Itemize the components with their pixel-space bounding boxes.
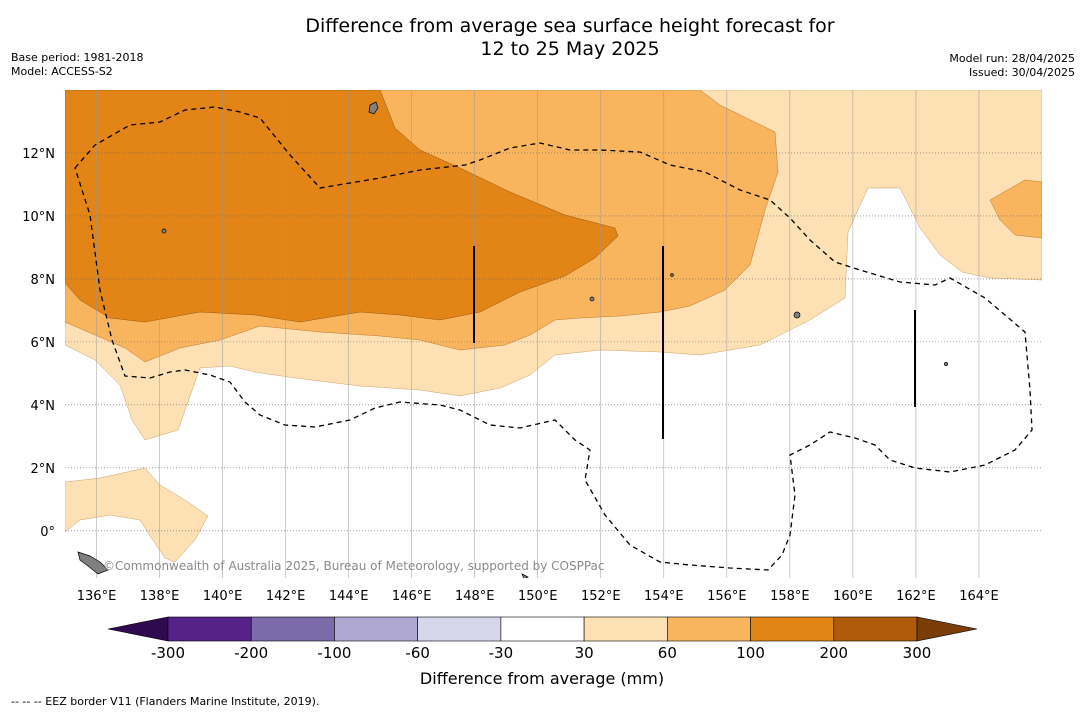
latitude-tick-label: 12°N — [22, 147, 55, 162]
colorbar-segment — [250, 616, 335, 642]
base-period-label: Base period: 1981-2018 — [11, 51, 144, 64]
island-small-2 — [793, 311, 801, 319]
longitude-tick-label: 158°E — [770, 589, 810, 604]
colorbar-title: Difference from average (mm) — [420, 669, 664, 688]
model-label: Model: ACCESS-S2 — [11, 65, 113, 78]
eez-footnote: -- -- -- EEZ border V11 (Flanders Marine… — [11, 695, 320, 708]
latitude-tick-label: 4°N — [31, 399, 56, 414]
islands — [77, 101, 948, 578]
colorbar-segment — [833, 616, 918, 642]
colorbar-extend-low — [107, 616, 169, 642]
longitude-tick-label: 146°E — [392, 589, 432, 604]
colorbar-tick-label: 300 — [903, 644, 932, 662]
colorbar-extend-high — [916, 616, 978, 642]
longitude-tick-label: 164°E — [959, 589, 999, 604]
colorbar — [107, 616, 978, 642]
colorbar-tick-label: 30 — [575, 644, 594, 662]
anomaly-region-60-100-east — [989, 179, 1042, 239]
island-guam — [368, 101, 379, 115]
longitude-tick-label: 136°E — [77, 589, 117, 604]
longitude-tick-label: 142°E — [266, 589, 306, 604]
longitude-tick-label: 140°E — [203, 589, 243, 604]
colorbar-tick-label: 100 — [736, 644, 765, 662]
latitude-tick-label: 6°N — [31, 336, 56, 351]
colorbar-segment — [500, 616, 585, 642]
island-small-6 — [521, 573, 529, 578]
longitude-tick-label: 144°E — [329, 589, 369, 604]
longitude-tick-label: 148°E — [455, 589, 495, 604]
longitude-tick-label: 160°E — [833, 589, 873, 604]
colorbar-segment — [334, 616, 418, 642]
latitude-tick-label: 0° — [40, 525, 55, 540]
colorbar-tick-label: -200 — [234, 644, 268, 662]
colorbar-segment — [417, 616, 502, 642]
colorbar-tick-label: -60 — [405, 644, 430, 662]
issued-label: Issued: 30/04/2025 — [968, 66, 1075, 79]
title-line-2: 12 to 25 May 2025 — [480, 38, 660, 60]
colorbar-tick-label: -30 — [489, 644, 514, 662]
longitude-tick-label: 154°E — [644, 589, 684, 604]
model-run-label: Model run: 28/04/2025 — [949, 52, 1075, 65]
colorbar-tick-label: -100 — [317, 644, 351, 662]
eez-border-line — [74, 106, 1033, 571]
longitude-tick-label: 152°E — [581, 589, 621, 604]
island-small-5 — [670, 273, 674, 277]
longitude-tick-labels: 136°E 138°E 140°E 142°E 144°E 146°E 148°E 150°E… — [77, 589, 999, 604]
longitude-tick-label: 162°E — [896, 589, 936, 604]
colorbar-segment — [583, 616, 668, 642]
latitude-tick-labels: 0° 2°N 4°N 6°N 8°N 10°N 12°N — [22, 147, 55, 540]
longitude-tick-label: 156°E — [707, 589, 747, 604]
title-line-1: Difference from average sea surface heig… — [305, 15, 835, 37]
model-info: Base period: 1981-2018 Model: ACCESS-S2 — [11, 51, 143, 79]
colorbar-tick-label: -300 — [151, 644, 185, 662]
colorbar-segment — [167, 616, 252, 642]
map-plot-area — [65, 90, 1042, 578]
latitude-tick-label: 8°N — [31, 273, 56, 288]
longitude-tick-label: 138°E — [140, 589, 180, 604]
run-info: Model run: 28/04/2025 Issued: 30/04/2025 — [949, 52, 1075, 80]
anomaly-region-30-60-south — [65, 467, 209, 563]
latitude-tick-label: 10°N — [22, 210, 55, 225]
colorbar-tick-label: 60 — [658, 644, 677, 662]
copyright-watermark: ©Commonwealth of Australia 2025, Bureau … — [103, 559, 605, 573]
island-small-1 — [161, 228, 167, 234]
colorbar-segment — [750, 616, 835, 642]
island-small-3 — [944, 362, 948, 366]
island-new-guinea — [77, 551, 109, 575]
colorbar-segment — [667, 616, 751, 642]
map-title: Difference from average sea surface heig… — [170, 15, 970, 61]
longitude-tick-label: 150°E — [518, 589, 558, 604]
colorbar-tick-labels: -300 -200 -100 -60 -30 30 60 100 200 300 — [151, 644, 931, 662]
island-small-4 — [589, 296, 595, 302]
latitude-tick-label: 2°N — [31, 462, 56, 477]
anomaly-region-100-200 — [65, 90, 619, 323]
colorbar-tick-label: 200 — [819, 644, 848, 662]
